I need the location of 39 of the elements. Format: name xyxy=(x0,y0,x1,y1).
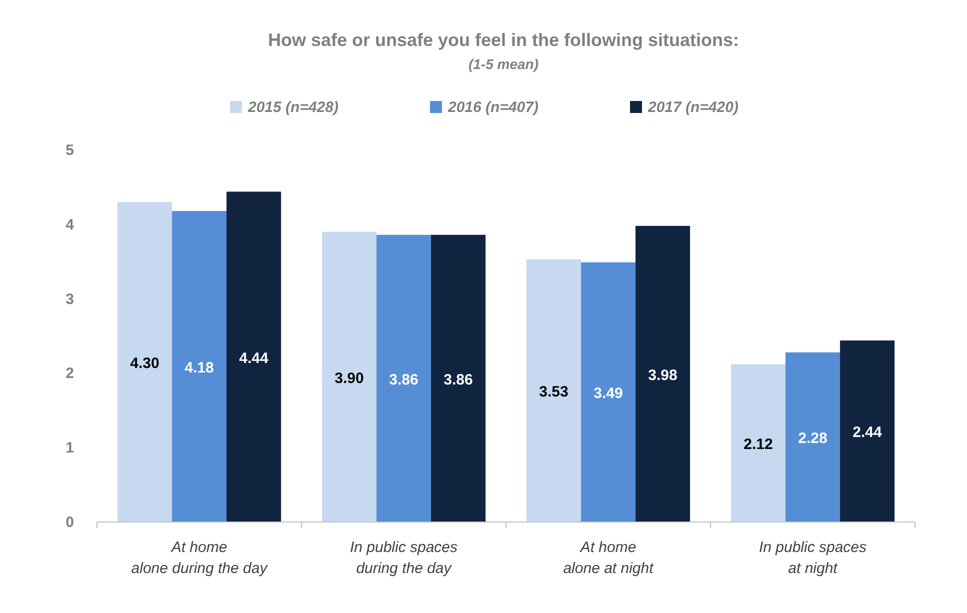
y-tick-label: 4 xyxy=(66,216,75,234)
bar xyxy=(636,226,690,522)
bar xyxy=(580,262,636,522)
y-tick-label: 0 xyxy=(66,514,74,531)
data-label: 3.86 xyxy=(389,371,418,388)
data-label: 2.28 xyxy=(798,430,828,448)
x-tick-label: In public spaces during the day xyxy=(350,539,458,577)
bar xyxy=(840,340,895,522)
legend-label: 2015 (n=428) xyxy=(247,99,338,116)
bar xyxy=(730,364,786,522)
legend-label: 2017 (n=420) xyxy=(647,99,738,116)
chart-title: How safe or unsafe you feel in the following situations: xyxy=(268,30,740,50)
bar xyxy=(172,211,227,522)
y-tick-label: 2 xyxy=(66,365,74,382)
x-tick-label: At home alone at night xyxy=(563,539,654,577)
y-tick-label: 3 xyxy=(66,290,74,308)
data-label: 3.86 xyxy=(444,371,473,388)
bar xyxy=(117,202,172,522)
bar xyxy=(431,234,486,522)
data-label: 4.30 xyxy=(130,355,160,372)
data-label: 3.53 xyxy=(539,384,568,401)
bar xyxy=(322,232,376,522)
bar xyxy=(526,259,581,522)
data-label: 4.18 xyxy=(184,360,214,377)
y-tick-label: 5 xyxy=(66,142,74,159)
data-label: 4.44 xyxy=(239,350,270,367)
data-label: 3.49 xyxy=(594,385,623,402)
x-tick-label: At home alone during the day xyxy=(131,539,269,577)
chart-subtitle: (1-5 mean) xyxy=(468,56,539,72)
data-label: 3.98 xyxy=(648,366,678,384)
data-label: 2.12 xyxy=(744,436,773,454)
legend-label: 2016 (n=407) xyxy=(447,99,538,116)
bar xyxy=(785,352,840,522)
x-tick-label: In public spaces at night xyxy=(758,539,868,577)
bar xyxy=(226,192,282,522)
data-label: 3.90 xyxy=(334,370,364,387)
data-label: 2.44 xyxy=(852,424,883,442)
y-tick-label: 1 xyxy=(66,440,74,457)
bar xyxy=(376,234,432,522)
